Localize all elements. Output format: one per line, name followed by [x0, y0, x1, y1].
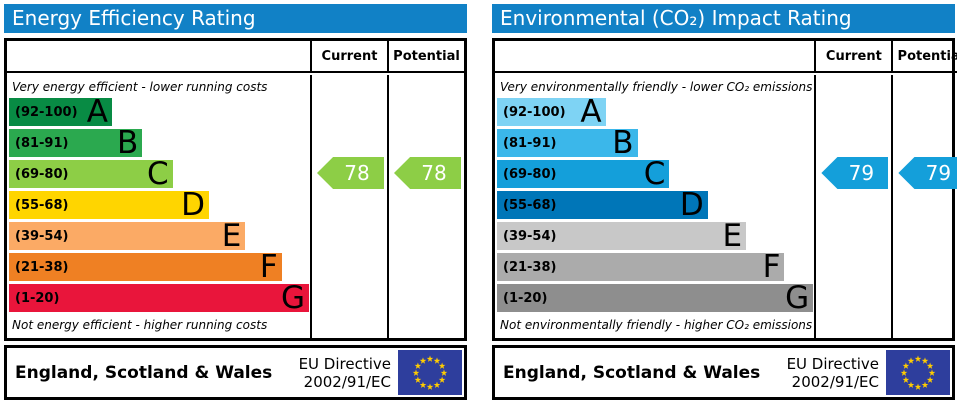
band-letter: A	[86, 94, 109, 130]
band-letter: B	[612, 125, 634, 161]
band-letter: B	[117, 125, 139, 161]
band-range: (92-100)	[503, 104, 566, 120]
rating-scale: Very environmentally friendly - lower CO…	[495, 75, 814, 338]
panel-title: Environmental (CO₂) Impact Rating	[492, 4, 955, 33]
band-range: (39-54)	[15, 228, 69, 244]
panel-footer: England, Scotland & Wales EU Directive 2…	[492, 345, 955, 400]
band-range: (92-100)	[15, 104, 78, 120]
band-letter: E	[722, 218, 743, 254]
caption-top: Very environmentally friendly - lower CO…	[500, 80, 813, 94]
band-f: (21-38) F	[9, 249, 282, 285]
band-range: (69-80)	[15, 166, 69, 182]
band-e: (39-54) E	[9, 218, 246, 254]
panel-footer: England, Scotland & Wales EU Directive 2…	[4, 345, 467, 400]
band-letter: F	[762, 249, 781, 285]
current-rating-arrow: 79	[821, 157, 889, 189]
band-letter: F	[259, 249, 278, 285]
band-b: (81-91) B	[9, 125, 143, 161]
current-column-header: Current	[310, 41, 387, 73]
band-letter: C	[643, 156, 666, 192]
caption-bottom: Not environmentally friendly - higher CO…	[500, 318, 813, 332]
region-label: England, Scotland & Wales	[503, 362, 761, 383]
band-letter: G	[280, 280, 305, 316]
band-range: (81-91)	[15, 135, 69, 151]
band-range: (81-91)	[503, 135, 557, 151]
rating-table: Current Potential Very environmentally f…	[492, 38, 957, 341]
header-spacer	[7, 41, 310, 73]
band-range: (55-68)	[15, 197, 69, 213]
energy-efficiency-panel: Energy Efficiency Rating Current Potenti…	[4, 4, 467, 400]
potential-rating-arrow: 79	[898, 157, 957, 189]
potential-value-cell: 79	[891, 75, 957, 338]
current-value-cell: 78	[310, 75, 387, 338]
header-spacer	[495, 41, 815, 73]
band-letter: A	[580, 94, 602, 130]
region-label: England, Scotland & Wales	[15, 362, 273, 383]
band-letter: D	[181, 187, 205, 223]
rating-scale: Very energy efficient - lower running co…	[7, 75, 310, 338]
band-range: (55-68)	[503, 197, 557, 213]
band-range: (1-20)	[503, 290, 548, 306]
potential-column-header: Potential	[891, 41, 957, 73]
band-g: (1-20) G	[9, 280, 309, 316]
current-value-cell: 79	[814, 75, 891, 338]
potential-value-cell: 78	[387, 75, 464, 338]
caption-bottom: Not energy efficient - higher running co…	[12, 318, 268, 332]
eu-flag-icon	[886, 350, 950, 395]
potential-column-header: Potential	[387, 41, 464, 73]
current-rating-arrow: 78	[317, 157, 384, 189]
panel-title: Energy Efficiency Rating	[4, 4, 467, 33]
rating-table: Current Potential Very energy efficient …	[4, 38, 467, 341]
band-range: (69-80)	[503, 166, 557, 182]
band-a: (92-100) A	[497, 94, 606, 130]
band-a: (92-100) A	[9, 94, 113, 130]
eu-directive-label: EU Directive 2002/91/EC	[298, 354, 391, 391]
band-f: (21-38) F	[497, 249, 785, 285]
current-column-header: Current	[814, 41, 892, 73]
band-b: (81-91) B	[497, 125, 638, 161]
environmental-impact-panel: Environmental (CO₂) Impact Rating Curren…	[492, 4, 957, 400]
band-range: (21-38)	[15, 259, 69, 275]
band-letter: G	[785, 280, 810, 316]
band-g: (1-20) G	[497, 280, 814, 316]
band-c: (69-80) C	[9, 156, 173, 192]
band-letter: D	[679, 187, 704, 223]
band-range: (1-20)	[15, 290, 60, 306]
eu-directive-label: EU Directive 2002/91/EC	[786, 354, 879, 391]
band-d: (55-68) D	[9, 187, 209, 223]
band-e: (39-54) E	[497, 218, 747, 254]
band-letter: C	[146, 156, 169, 192]
band-range: (39-54)	[503, 228, 557, 244]
band-letter: E	[221, 218, 242, 254]
band-c: (69-80) C	[497, 156, 670, 192]
eu-flag-icon	[398, 350, 462, 395]
band-range: (21-38)	[503, 259, 557, 275]
potential-rating-arrow: 78	[394, 157, 461, 189]
caption-top: Very energy efficient - lower running co…	[12, 80, 268, 94]
band-d: (55-68) D	[497, 187, 708, 223]
